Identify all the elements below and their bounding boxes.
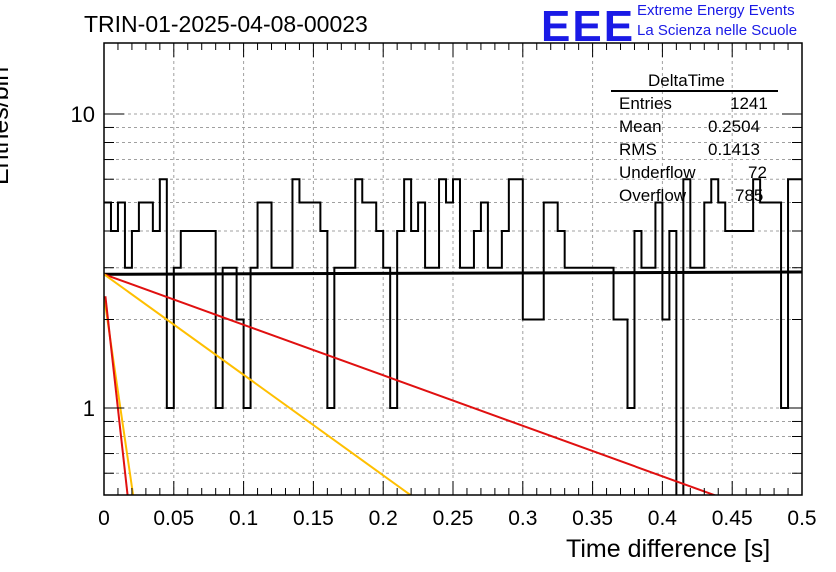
logo-subtitle-line2: La Scienza nelle Scuole [637, 22, 798, 39]
x-tick-label: 0.4 [648, 507, 678, 530]
x-tick-label: 0.45 [712, 507, 753, 530]
fit-line-red_slow [104, 273, 718, 495]
x-tick-label: 0.3 [508, 507, 537, 530]
stats-label-mean: Mean [619, 117, 662, 136]
eee-logo: EEE [541, 2, 636, 51]
stats-value-rms: 0.1413 [708, 140, 760, 159]
stats-label-underflow: Underflow [619, 163, 696, 182]
x-tick-label: 0.15 [293, 507, 334, 530]
logo-subtitle-line1: Extreme Energy Events [637, 2, 795, 19]
x-tick-label: 0.2 [369, 507, 398, 530]
x-tick-label: 0.1 [229, 507, 258, 530]
x-axis-label: Time difference [s] [566, 535, 771, 563]
x-tick-label: 0.5 [787, 507, 816, 530]
stats-value-overflow: 785 [735, 186, 764, 205]
stats-label-entries: Entries [619, 94, 672, 113]
y-axis-label: Entries/bin [0, 66, 14, 185]
stats-value-underflow: 72 [748, 163, 767, 182]
stats-name: DeltaTime [648, 71, 725, 90]
stats-label-rms: RMS [619, 140, 657, 159]
fit-line-flat [104, 270, 802, 276]
x-tick-label: 0.35 [572, 507, 613, 530]
x-tick-label: 0.25 [433, 507, 474, 530]
fit-line-red_fast [104, 296, 129, 495]
y-tick-label: 1 [83, 396, 95, 421]
stats-value-entries: 1241 [730, 94, 768, 113]
x-tick-label: 0.05 [153, 507, 194, 530]
stats-label-overflow: Overflow [619, 186, 687, 205]
x-tick-label: 0 [98, 507, 110, 530]
fit-line-orange_mid [104, 273, 413, 495]
stats-value-mean: 0.2504 [708, 117, 760, 136]
histogram-outline [104, 178, 802, 495]
y-tick-label: 10 [71, 102, 95, 127]
chart-title: TRIN-01-2025-04-08-00023 [84, 11, 368, 37]
